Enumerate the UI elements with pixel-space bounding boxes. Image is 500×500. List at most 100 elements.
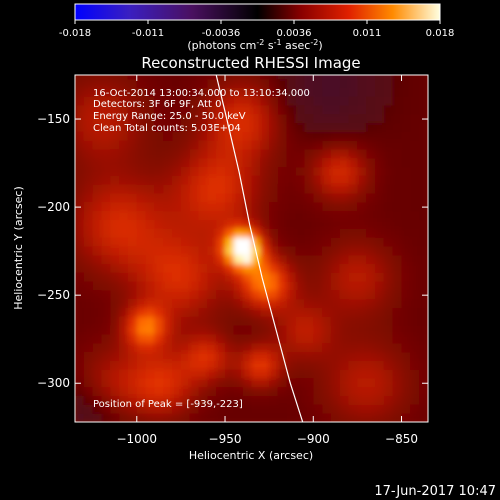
heatmap-cell [163, 75, 173, 80]
heatmap-cell [348, 104, 358, 115]
heatmap-cell [313, 219, 323, 229]
heatmap-cell [207, 333, 217, 344]
heatmap-cell [172, 87, 182, 97]
heatmap-cell [145, 131, 155, 141]
heatmap-cell [322, 377, 332, 388]
heatmap-cell [75, 210, 85, 220]
heatmap-cell [392, 272, 403, 282]
heatmap-cell [145, 166, 155, 176]
heatmap-cell [339, 307, 350, 317]
heatmap-cell [145, 87, 155, 97]
heatmap-cell [410, 193, 420, 203]
heatmap-cell [260, 263, 270, 273]
heatmap-cell [136, 342, 147, 353]
heatmap-cell [277, 131, 288, 141]
heatmap-cell [339, 140, 350, 150]
heatmap-cell [189, 140, 200, 150]
heatmap-cell [357, 342, 367, 353]
heatmap-cell [180, 96, 191, 106]
heatmap-cell [330, 325, 341, 335]
heatmap-cell [295, 272, 305, 282]
heatmap-cell [277, 404, 288, 414]
heatmap-cell [304, 219, 314, 229]
heatmap-cell [269, 333, 279, 344]
heatmap-cell [154, 237, 164, 247]
heatmap-cell [260, 386, 270, 397]
heatmap-cell [330, 193, 341, 203]
heatmap-cell [92, 289, 102, 300]
heatmap-cell [136, 148, 147, 159]
heatmap-cell [92, 237, 102, 247]
heatmap-cell [348, 219, 358, 229]
heatmap-cell [383, 140, 394, 150]
heatmap-cell [110, 122, 120, 132]
heatmap-cell [154, 96, 164, 106]
heatmap-cell [330, 122, 341, 132]
heatmap-cell [286, 325, 297, 335]
heatmap-cell [339, 360, 350, 370]
heatmap-cell [75, 193, 85, 203]
heatmap-cell [242, 87, 252, 97]
heatmap-cell [410, 75, 420, 80]
heatmap-cell [198, 245, 208, 256]
heatmap-cell [225, 131, 235, 141]
y-tick-label: −150 [37, 112, 70, 126]
heatmap-cell [242, 377, 252, 388]
heatmap-cell [375, 122, 385, 132]
heatmap-cell [401, 369, 411, 379]
heatmap-cell [366, 113, 376, 124]
heatmap-cell [163, 289, 173, 300]
heatmap-cell [410, 386, 420, 397]
heatmap-cell [410, 254, 420, 264]
heatmap-cell [260, 113, 270, 124]
heatmap-cell [119, 175, 129, 185]
heatmap-cell [304, 307, 314, 317]
heatmap-cell [189, 78, 200, 88]
heatmap-cell [410, 210, 420, 220]
heatmap-cell [348, 157, 358, 168]
heatmap-cell [330, 377, 341, 388]
heatmap-cell [216, 272, 226, 282]
heatmap-cell [189, 325, 200, 335]
heatmap-cell [216, 333, 226, 344]
heatmap-cell [419, 333, 428, 344]
heatmap-cell [242, 193, 252, 203]
heatmap-cell [101, 351, 111, 361]
heatmap-cell [419, 307, 428, 317]
heatmap-cell [410, 333, 420, 344]
heatmap-cell [163, 237, 173, 247]
heatmap-cell [339, 87, 350, 97]
heatmap-cell [322, 281, 332, 291]
heatmap-cell [375, 75, 385, 80]
heatmap-cell [260, 78, 270, 88]
heatmap-cell [180, 175, 191, 185]
heatmap-cell [101, 184, 111, 194]
heatmap-cell [304, 166, 314, 176]
heatmap-cell [136, 351, 147, 361]
heatmap-cell [110, 148, 120, 159]
heatmap-cell [198, 351, 208, 361]
heatmap-cell [101, 131, 111, 141]
heatmap-cell [154, 325, 164, 335]
heatmap-cell [225, 298, 235, 309]
heatmap-cell [110, 237, 120, 247]
heatmap-cell [145, 333, 155, 344]
heatmap-cell [242, 122, 252, 132]
heatmap-cell [233, 87, 244, 97]
heatmap-cell [330, 104, 341, 115]
heatmap-cell [136, 157, 147, 168]
heatmap-cell [392, 360, 403, 370]
heatmap-cell [172, 131, 182, 141]
heatmap-cell [83, 360, 94, 370]
heatmap-cell [110, 307, 120, 317]
heatmap-cell [277, 377, 288, 388]
heatmap-cell [251, 254, 261, 264]
heatmap-cell [92, 377, 102, 388]
heatmap-cell [260, 166, 270, 176]
heatmap-cell [269, 193, 279, 203]
heatmap-cell [75, 122, 85, 132]
heatmap-cell [242, 96, 252, 106]
heatmap-cell [322, 369, 332, 379]
heatmap-cell [207, 157, 217, 168]
heatmap-cell [322, 263, 332, 273]
